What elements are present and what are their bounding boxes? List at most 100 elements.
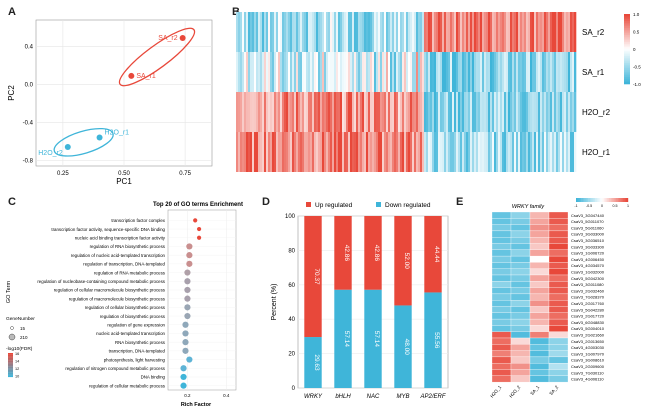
heatmap-cell bbox=[456, 52, 459, 92]
heatmap-cell bbox=[242, 92, 245, 132]
heatmap-cell bbox=[458, 52, 461, 92]
heatmap-cell bbox=[368, 132, 371, 172]
heatmap-cell bbox=[454, 92, 457, 132]
heatmap-cell bbox=[428, 92, 431, 132]
heatmap-legend-swatch bbox=[624, 77, 630, 80]
heatmap-cell bbox=[536, 52, 539, 92]
heatmap-cell bbox=[266, 92, 269, 132]
heatmap-cell bbox=[514, 12, 517, 52]
wrky-cell bbox=[548, 218, 569, 225]
heatmap-cell bbox=[244, 92, 247, 132]
heatmap-cell bbox=[354, 92, 357, 132]
heatmap-cell bbox=[530, 92, 533, 132]
heatmap-cell bbox=[486, 132, 489, 172]
heatmap-cell bbox=[466, 52, 469, 92]
wrky-legend-swatch bbox=[593, 198, 596, 202]
heatmap-cell bbox=[386, 132, 389, 172]
go-term-dot bbox=[193, 218, 198, 223]
wrky-cell bbox=[548, 249, 569, 257]
heatmap-cell bbox=[368, 52, 371, 92]
wrky-gene-label: CsaV3_3G011080 bbox=[571, 282, 604, 287]
heatmap-cell bbox=[434, 132, 437, 172]
heatmap-cell bbox=[392, 132, 395, 172]
go-term-dot bbox=[184, 304, 191, 311]
heatmap-cell bbox=[540, 92, 543, 132]
heatmap-cell bbox=[294, 52, 297, 92]
wrky-legend-swatch bbox=[577, 198, 580, 202]
bar-up-label: 70.37 bbox=[313, 268, 320, 285]
go-size-legend-label: 15 bbox=[20, 326, 26, 331]
go-term-dot bbox=[186, 356, 193, 363]
heatmap-cell bbox=[518, 132, 521, 172]
heatmap-cell bbox=[458, 92, 461, 132]
heatmap-cell bbox=[250, 132, 253, 172]
heatmap-cell bbox=[392, 92, 395, 132]
heatmap-cell bbox=[418, 132, 421, 172]
legend-down-swatch bbox=[376, 202, 381, 207]
heatmap-cell bbox=[296, 52, 299, 92]
pca-xtick-label: 0.25 bbox=[57, 171, 69, 177]
heatmap-cell bbox=[502, 132, 505, 172]
go-term-dot bbox=[184, 286, 191, 294]
heatmap-cell bbox=[304, 132, 307, 172]
heatmap-cell bbox=[536, 92, 539, 132]
wrky-cell bbox=[529, 350, 550, 358]
wrky-cell bbox=[529, 325, 550, 332]
heatmap-cell bbox=[546, 52, 549, 92]
heatmap-cell bbox=[396, 52, 399, 92]
wrky-legend-swatch bbox=[617, 198, 620, 202]
heatmap-cell bbox=[242, 132, 245, 172]
heatmap-cell bbox=[424, 132, 427, 172]
heatmap-cell bbox=[462, 132, 465, 172]
wrky-cell bbox=[510, 287, 531, 295]
heatmap-cell bbox=[236, 12, 239, 52]
wrky-cell bbox=[491, 224, 512, 232]
heatmap-cell bbox=[286, 12, 289, 52]
heatmap-cell bbox=[474, 92, 477, 132]
heatmap-legend-swatch bbox=[624, 22, 630, 25]
heatmap-cell bbox=[548, 12, 551, 52]
heatmap-cell bbox=[262, 12, 265, 52]
heatmap-cell bbox=[332, 132, 335, 172]
heatmap-cell bbox=[364, 52, 367, 92]
heatmap-legend-swatch bbox=[624, 61, 630, 64]
heatmap-cell bbox=[326, 92, 329, 132]
heatmap-legend-tick: 0 bbox=[633, 47, 636, 52]
wrky-gene-label: CsaV3_5G004010 bbox=[571, 326, 605, 331]
go-color-legend-swatch bbox=[8, 357, 13, 360]
heatmap-legend-swatch bbox=[624, 50, 630, 53]
heatmap-cell bbox=[290, 12, 293, 52]
heatmap-cell bbox=[300, 12, 303, 52]
heatmap-cell bbox=[572, 92, 575, 132]
heatmap-cell bbox=[512, 12, 515, 52]
heatmap-cell bbox=[470, 12, 473, 52]
go-color-legend-title: -log10(FDR) bbox=[6, 346, 33, 352]
heatmap-cell bbox=[532, 132, 535, 172]
wrky-gene-label: CsaV3_1G007970 bbox=[571, 351, 605, 356]
heatmap-cell bbox=[462, 52, 465, 92]
heatmap-cell bbox=[350, 92, 353, 132]
go-term-label: regulation of cellular biosynthetic proc… bbox=[85, 305, 166, 310]
heatmap-cell bbox=[250, 52, 253, 92]
heatmap-cell bbox=[272, 12, 275, 52]
wrky-legend-swatch bbox=[624, 198, 627, 202]
heatmap-cell bbox=[344, 12, 347, 52]
heatmap-cell bbox=[244, 132, 247, 172]
wrky-legend-swatch bbox=[622, 198, 625, 202]
heatmap-cell bbox=[530, 132, 533, 172]
heatmap-cell bbox=[568, 132, 571, 172]
heatmap-cell bbox=[242, 12, 245, 52]
heatmap-cell bbox=[402, 52, 405, 92]
heatmap-cell bbox=[468, 92, 471, 132]
heatmap-cell bbox=[524, 12, 527, 52]
heatmap-cell bbox=[364, 12, 367, 52]
heatmap-cell bbox=[250, 12, 253, 52]
pca-xtick-label: 0.50 bbox=[118, 171, 130, 177]
heatmap-cell bbox=[478, 92, 481, 132]
heatmap-legend-swatch bbox=[624, 49, 630, 52]
heatmap-cell bbox=[428, 132, 431, 172]
go-term-dot bbox=[182, 339, 189, 346]
heatmap-cell bbox=[518, 92, 521, 132]
heatmap-cell bbox=[542, 52, 545, 92]
heatmap-cell bbox=[524, 92, 527, 132]
